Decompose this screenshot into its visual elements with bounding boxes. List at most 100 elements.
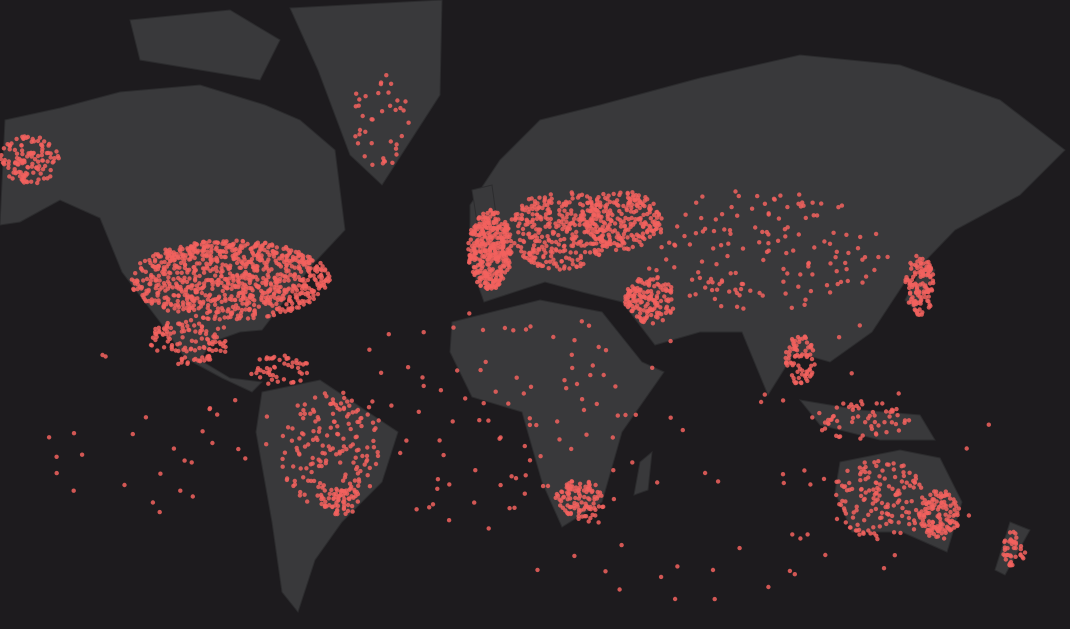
dot-marker[interactable] (623, 294, 628, 299)
dot-marker[interactable] (192, 255, 197, 261)
dot-marker[interactable] (262, 247, 267, 253)
dot-marker[interactable] (405, 365, 411, 370)
dot-marker[interactable] (911, 485, 916, 490)
dot-marker[interactable] (48, 151, 53, 156)
dot-marker[interactable] (282, 361, 287, 366)
dot-marker[interactable] (877, 474, 882, 479)
dot-marker[interactable] (172, 263, 177, 268)
dot-marker[interactable] (39, 153, 44, 158)
dot-marker[interactable] (129, 277, 135, 282)
dot-marker[interactable] (538, 454, 543, 459)
dot-marker[interactable] (530, 217, 536, 222)
dot-marker[interactable] (288, 272, 293, 277)
dot-marker[interactable] (318, 260, 323, 266)
dot-marker[interactable] (834, 516, 840, 522)
dot-marker[interactable] (550, 231, 556, 236)
dot-marker[interactable] (1013, 531, 1018, 536)
dot-marker[interactable] (631, 296, 636, 301)
dot-marker[interactable] (531, 243, 537, 248)
dot-marker[interactable] (398, 450, 403, 456)
dot-marker[interactable] (948, 503, 953, 508)
dot-marker[interactable] (892, 474, 898, 480)
dot-marker[interactable] (831, 230, 836, 235)
dot-marker[interactable] (696, 270, 701, 275)
dot-marker[interactable] (626, 227, 631, 232)
dot-marker[interactable] (226, 266, 231, 272)
dot-marker[interactable] (210, 348, 215, 353)
dot-marker[interactable] (506, 401, 511, 406)
dot-marker[interactable] (652, 284, 657, 289)
dot-marker[interactable] (505, 247, 510, 252)
dot-marker[interactable] (834, 492, 839, 498)
dot-marker[interactable] (207, 292, 213, 297)
dot-marker[interactable] (164, 302, 169, 307)
dot-marker[interactable] (261, 276, 266, 281)
dot-marker[interactable] (599, 234, 604, 239)
dot-marker[interactable] (330, 504, 335, 510)
dot-marker[interactable] (311, 409, 317, 414)
dot-marker[interactable] (648, 295, 654, 301)
dot-marker[interactable] (160, 269, 165, 275)
dot-marker[interactable] (229, 286, 234, 291)
dot-marker[interactable] (257, 357, 262, 362)
dot-marker[interactable] (672, 265, 677, 270)
dot-marker[interactable] (687, 242, 693, 247)
dot-marker[interactable] (884, 430, 889, 435)
dot-marker[interactable] (915, 265, 920, 271)
dot-marker[interactable] (534, 422, 539, 428)
dot-marker[interactable] (632, 198, 638, 203)
dot-marker[interactable] (311, 478, 317, 484)
dot-marker[interactable] (904, 480, 909, 485)
dot-marker[interactable] (556, 218, 562, 224)
dot-marker[interactable] (619, 211, 624, 217)
dot-marker[interactable] (712, 596, 717, 602)
dot-marker[interactable] (296, 283, 302, 288)
dot-marker[interactable] (219, 254, 224, 260)
dot-marker[interactable] (649, 292, 654, 297)
dot-marker[interactable] (886, 484, 892, 489)
dot-marker[interactable] (573, 250, 579, 255)
dot-marker[interactable] (577, 481, 583, 486)
dot-marker[interactable] (303, 361, 308, 366)
dot-marker[interactable] (617, 217, 623, 223)
dot-marker[interactable] (333, 491, 339, 497)
dot-marker[interactable] (506, 263, 511, 268)
dot-marker[interactable] (940, 505, 946, 510)
dot-marker[interactable] (790, 532, 795, 537)
dot-marker[interactable] (567, 266, 572, 271)
dot-marker[interactable] (526, 209, 531, 215)
dot-marker[interactable] (519, 216, 525, 221)
dot-marker[interactable] (301, 416, 306, 421)
dot-marker[interactable] (547, 224, 552, 229)
dot-marker[interactable] (190, 283, 195, 288)
dot-marker[interactable] (24, 179, 29, 184)
dot-marker[interactable] (165, 308, 171, 313)
dot-marker[interactable] (174, 281, 179, 286)
dot-marker[interactable] (930, 278, 936, 283)
dot-marker[interactable] (873, 480, 878, 485)
dot-marker[interactable] (322, 285, 328, 290)
dot-marker[interactable] (598, 239, 604, 245)
dot-marker[interactable] (190, 494, 195, 499)
dot-marker[interactable] (274, 245, 279, 250)
dot-marker[interactable] (668, 415, 673, 420)
dot-marker[interactable] (572, 553, 577, 559)
dot-marker[interactable] (211, 257, 216, 262)
dot-marker[interactable] (711, 246, 716, 251)
dot-marker[interactable] (229, 297, 234, 302)
dot-marker[interactable] (573, 213, 578, 218)
dot-marker[interactable] (364, 453, 370, 459)
dot-marker[interactable] (156, 282, 161, 287)
dot-marker[interactable] (142, 258, 148, 264)
dot-marker[interactable] (484, 225, 489, 230)
dot-marker[interactable] (785, 225, 790, 230)
dot-marker[interactable] (171, 330, 177, 335)
dot-marker[interactable] (483, 279, 488, 284)
dot-marker[interactable] (626, 247, 631, 252)
dot-marker[interactable] (524, 255, 530, 261)
dot-marker[interactable] (319, 283, 324, 288)
dot-marker[interactable] (389, 403, 394, 408)
dot-marker[interactable] (591, 501, 596, 506)
dot-marker[interactable] (484, 284, 489, 290)
dot-marker[interactable] (842, 484, 848, 489)
